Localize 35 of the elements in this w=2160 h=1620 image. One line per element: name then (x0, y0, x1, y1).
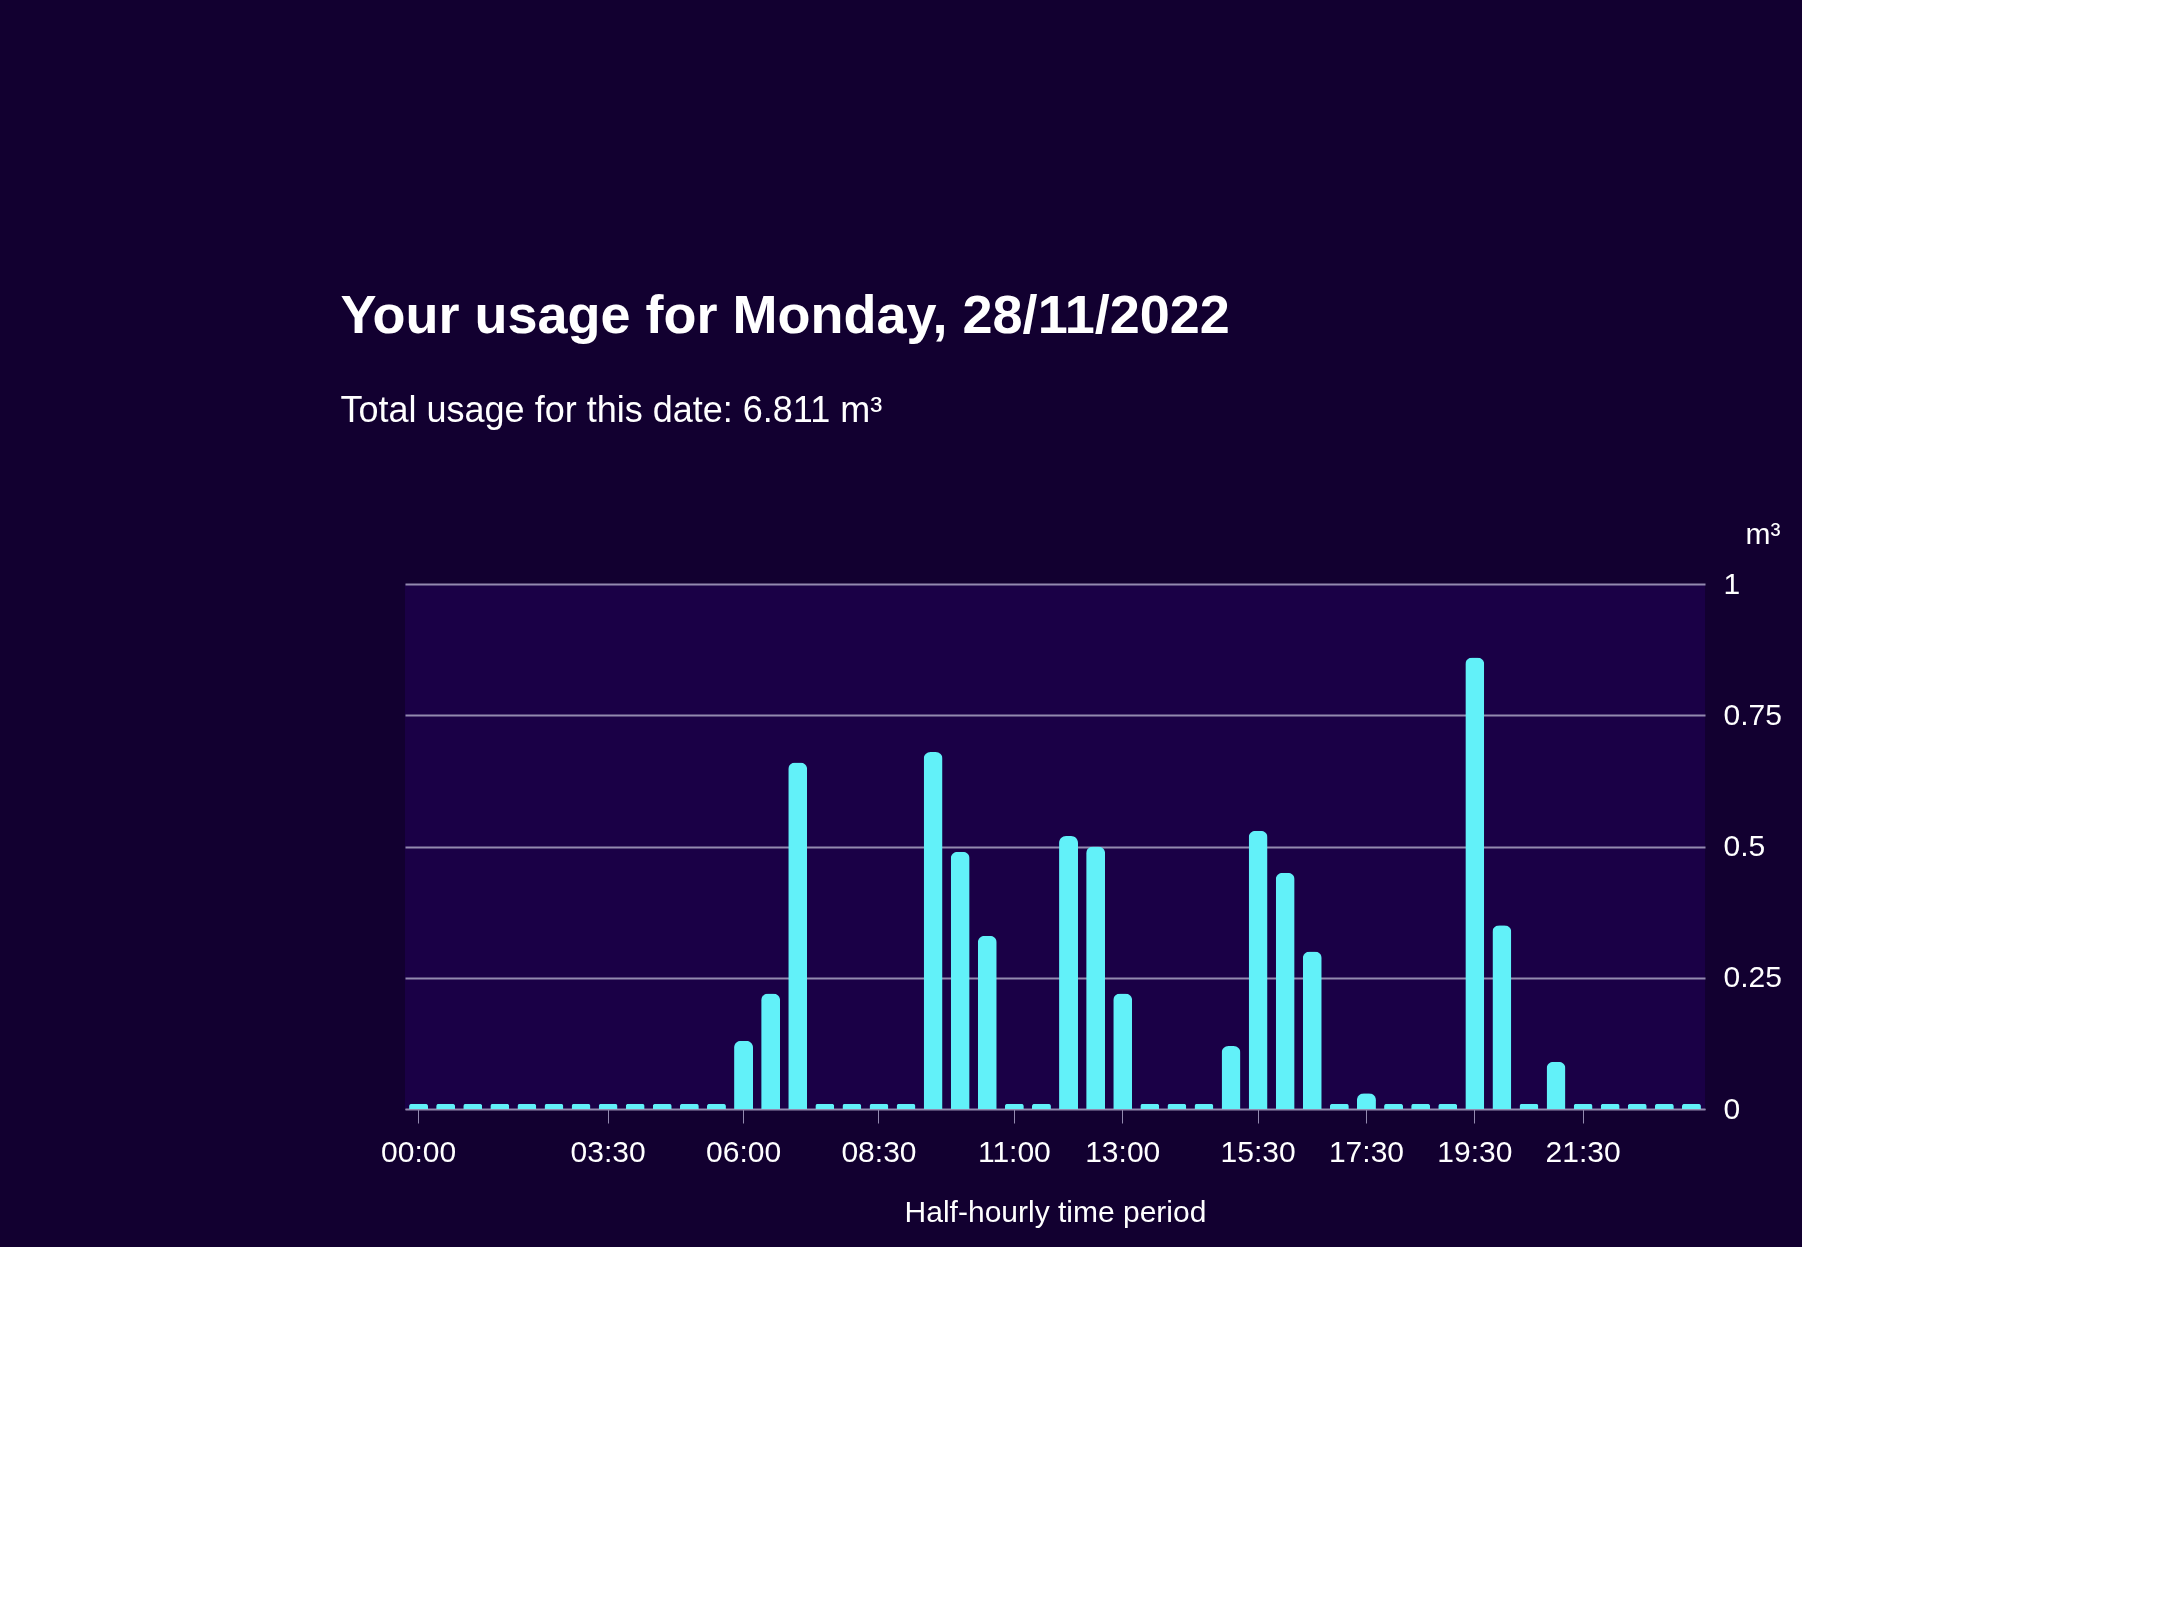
bar (1492, 925, 1512, 1109)
y-tick-label: 0.75 (1723, 697, 1782, 731)
x-tick-label: 21:30 (1545, 1134, 1621, 1168)
x-tick-label: 00:00 (381, 1134, 457, 1168)
bar (923, 752, 943, 1109)
y-tick-label: 0 (1723, 1091, 1741, 1125)
chart-subtitle: Total usage for this date: 6.811 m³ (340, 389, 883, 430)
bar (1248, 830, 1268, 1109)
bar (1465, 657, 1485, 1109)
bar (1275, 872, 1295, 1109)
x-tick-label: 08:30 (841, 1134, 917, 1168)
y-tick-label: 0.5 (1723, 829, 1766, 862)
bar (1221, 1046, 1241, 1109)
bar (950, 851, 970, 1109)
bar (734, 1040, 754, 1109)
bar (977, 935, 997, 1109)
bar (761, 993, 781, 1109)
bar (788, 762, 808, 1109)
bar (1059, 836, 1079, 1109)
x-tick-label: 13:00 (1085, 1134, 1161, 1168)
y-tick-label: 1 (1723, 566, 1741, 600)
x-tick-label: 03:30 (570, 1134, 646, 1168)
x-axis-title: Half-hourly time period (904, 1194, 1207, 1228)
x-tick-label: 06:00 (706, 1134, 782, 1168)
chart-title: Your usage for Monday, 28/11/2022 (340, 284, 1230, 344)
y-axis-title: m³ (1745, 516, 1781, 550)
x-tick-label: 17:30 (1328, 1134, 1404, 1168)
bar (1113, 993, 1133, 1109)
bar (1546, 1061, 1566, 1109)
x-tick-label: 11:00 (977, 1134, 1051, 1168)
bar (1302, 951, 1322, 1109)
x-tick-label: 19:30 (1437, 1134, 1513, 1168)
x-tick-label: 15:30 (1220, 1134, 1296, 1168)
bar (1086, 846, 1106, 1109)
y-tick-label: 0.25 (1723, 960, 1782, 994)
